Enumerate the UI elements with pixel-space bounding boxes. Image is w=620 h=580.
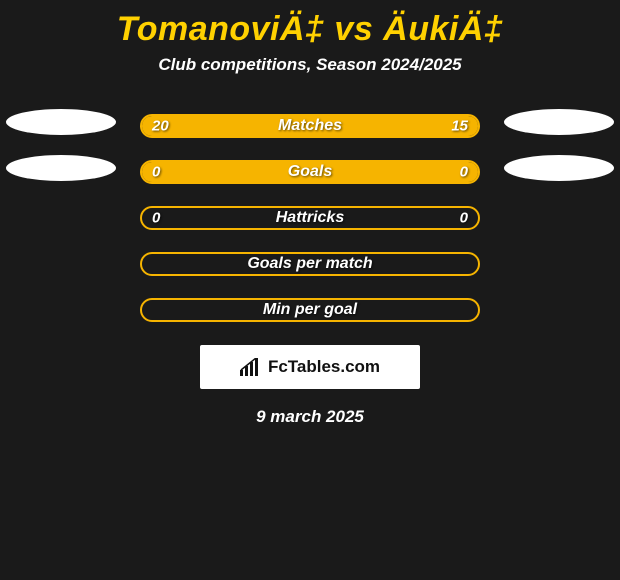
stat-label: Goals	[288, 163, 332, 181]
stat-label: Matches	[278, 117, 342, 135]
stat-value-left: 0	[152, 164, 160, 181]
stat-value-right: 0	[460, 210, 468, 227]
stat-value-left: 20	[152, 118, 169, 135]
player-avatar-left	[6, 109, 116, 135]
player-avatar-right	[504, 109, 614, 135]
stat-row: Min per goal	[0, 287, 620, 333]
stat-label: Min per goal	[263, 301, 357, 319]
brand-chart-icon	[240, 358, 262, 376]
stat-row: Goals per match	[0, 241, 620, 287]
footer-date: 9 march 2025	[0, 407, 620, 427]
stat-bar: 0 Hattricks 0	[140, 206, 480, 230]
page-subtitle: Club competitions, Season 2024/2025	[0, 55, 620, 75]
page-title: TomanoviÄ‡ vs ÄukiÄ‡	[0, 0, 620, 55]
stat-value-right: 0	[460, 164, 468, 181]
stat-bar: Goals per match	[140, 252, 480, 276]
stat-value-right: 15	[451, 118, 468, 135]
stat-row: 0 Goals 0	[0, 149, 620, 195]
stat-bar: Min per goal	[140, 298, 480, 322]
player-avatar-left	[6, 155, 116, 181]
stat-bar: 20 Matches 15	[140, 114, 480, 138]
stat-label: Hattricks	[276, 209, 344, 227]
player-avatar-right	[504, 155, 614, 181]
stat-label: Goals per match	[247, 255, 372, 273]
stat-row: 0 Hattricks 0	[0, 195, 620, 241]
stat-row: 20 Matches 15	[0, 103, 620, 149]
stat-value-left: 0	[152, 210, 160, 227]
brand-badge[interactable]: FcTables.com	[200, 345, 420, 389]
stat-bar: 0 Goals 0	[140, 160, 480, 184]
brand-text: FcTables.com	[268, 357, 380, 377]
